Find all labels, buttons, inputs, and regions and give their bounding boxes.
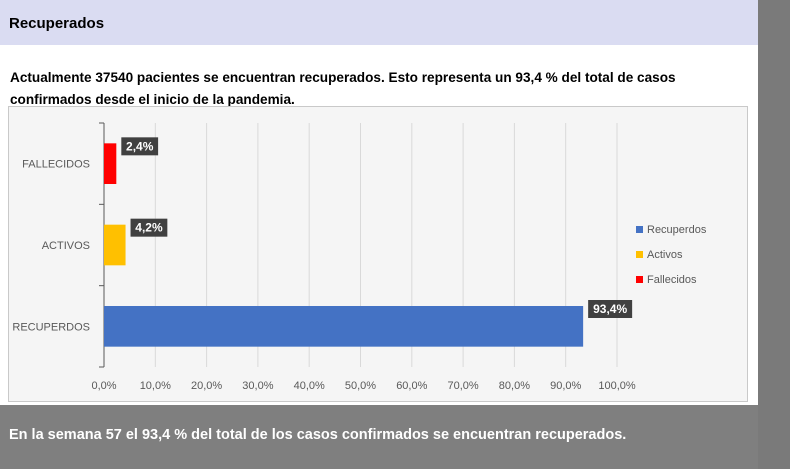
x-tick-label: 50,0% xyxy=(345,380,376,392)
legend-label: Activos xyxy=(647,249,683,261)
x-tick-label: 90,0% xyxy=(550,380,581,392)
data-label-box xyxy=(121,137,159,156)
x-tick-label: 40,0% xyxy=(294,380,325,392)
legend-swatch xyxy=(636,251,643,258)
section-header: Recuperados xyxy=(0,0,758,45)
data-label: 4,2% xyxy=(135,221,163,235)
bar xyxy=(104,306,584,347)
x-tick-label: 70,0% xyxy=(447,380,478,392)
bar xyxy=(104,224,126,266)
x-tick-label: 10,0% xyxy=(140,380,171,392)
section-title: Recuperados xyxy=(9,15,105,32)
data-label-box xyxy=(130,218,168,237)
data-label-box xyxy=(588,300,633,318)
bar xyxy=(104,143,117,184)
legend-swatch xyxy=(636,226,643,233)
footer-banner: En la semana 57 el 93,4 % del total de l… xyxy=(0,405,758,469)
data-label: 2,4% xyxy=(126,139,154,153)
summary-text: Actualmente 37540 pacientes se encuentra… xyxy=(10,70,676,107)
data-label: 93,4% xyxy=(593,302,627,316)
footer-text: En la semana 57 el 93,4 % del total de l… xyxy=(9,427,627,443)
x-tick-label: 30,0% xyxy=(242,380,273,392)
category-label: RECUPERDOS xyxy=(12,321,90,333)
recovered-bar-chart: 0,0% 10,0% 20,0% 30,0% 40,0% 50,0% 60,0% 70,0% 8… xyxy=(12,122,707,392)
legend-label: Recuperdos xyxy=(647,224,707,236)
legend-swatch xyxy=(636,276,643,283)
category-label: FALLECIDOS xyxy=(22,159,90,171)
legend-label: Fallecidos xyxy=(647,274,697,286)
x-tick-label: 100,0% xyxy=(598,380,636,392)
x-tick-label: 60,0% xyxy=(396,380,427,392)
category-label: ACTIVOS xyxy=(42,240,90,252)
x-tick-label: 80,0% xyxy=(499,380,530,392)
x-tick-label: 0,0% xyxy=(91,380,116,392)
right-side-strip xyxy=(758,0,790,469)
x-tick-label: 20,0% xyxy=(191,380,222,392)
